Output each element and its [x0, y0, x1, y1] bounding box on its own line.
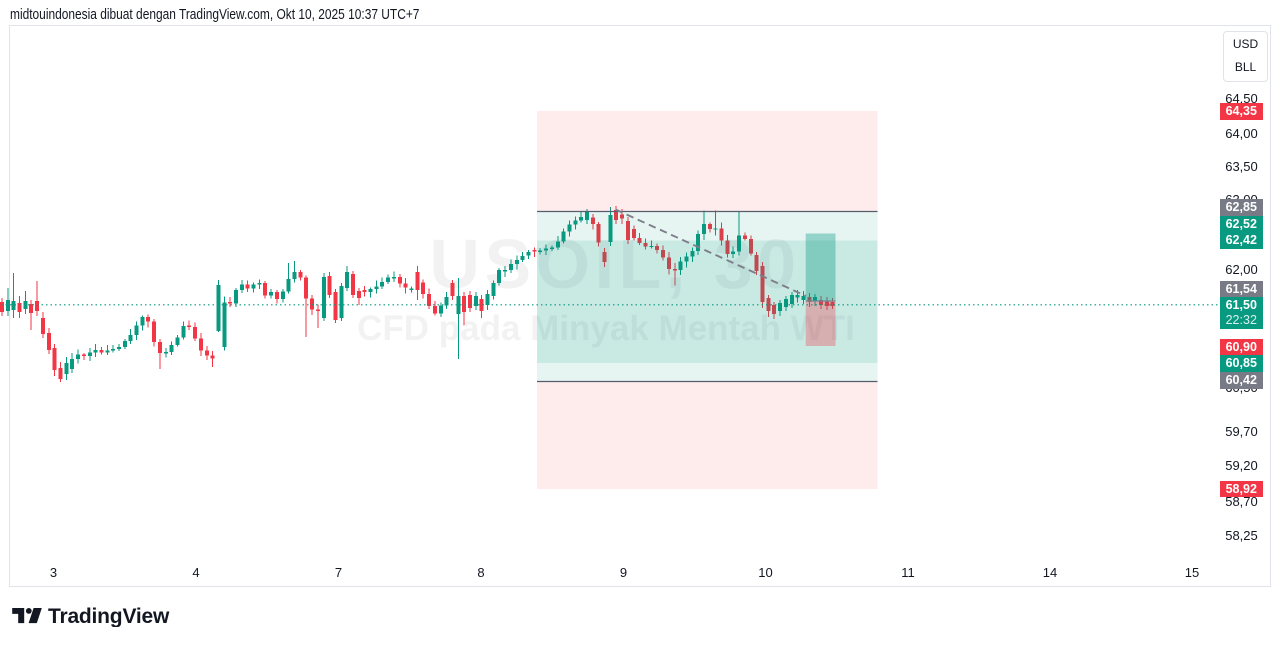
- svg-text:TradingView: TradingView: [48, 607, 170, 627]
